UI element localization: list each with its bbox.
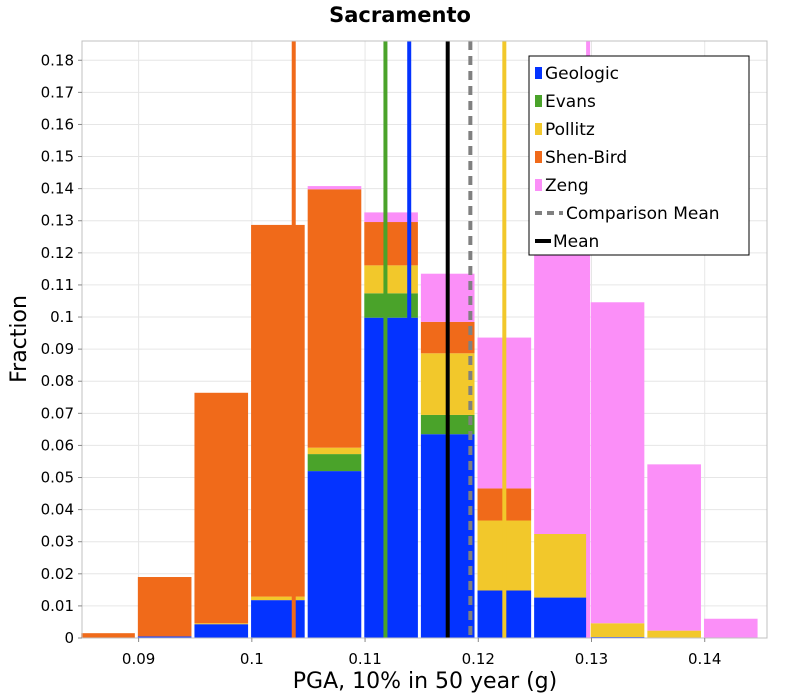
- bar-shen-bird-3: [251, 224, 305, 597]
- bar-zeng-9: [590, 302, 645, 624]
- bar-zeng-5: [364, 212, 418, 223]
- y-tick-label: 0.06: [41, 436, 74, 454]
- y-tick-label: 0: [64, 629, 74, 647]
- y-tick-label: 0.1: [50, 308, 74, 326]
- y-tick-label: 0.05: [41, 469, 74, 487]
- bar-shen-bird-4: [307, 189, 362, 448]
- bar-pollitz-9: [590, 623, 645, 638]
- x-tick-label: 0.14: [688, 650, 721, 668]
- y-axis-label: Fraction: [7, 295, 32, 383]
- bar-shen-bird-1: [137, 577, 192, 637]
- legend-box: [528, 55, 750, 256]
- bar-zeng-10: [647, 464, 701, 631]
- bar-geologic-2: [194, 624, 249, 638]
- y-tick-label: 0.14: [41, 180, 74, 198]
- y-tick-label: 0.13: [41, 212, 74, 230]
- legend-swatch-shen-bird: [535, 151, 542, 163]
- y-tick-label: 0.15: [41, 148, 74, 166]
- legend-label-mean: Mean: [553, 232, 599, 252]
- bar-pollitz-2: [194, 623, 249, 625]
- legend-label-evans: Evans: [545, 92, 596, 112]
- legend-label-zeng: Zeng: [545, 176, 589, 196]
- bar-shen-bird-2: [194, 392, 249, 624]
- bar-zeng-8: [534, 219, 588, 535]
- bar-evans-4: [307, 454, 362, 472]
- y-tick-label: 0.11: [41, 276, 74, 294]
- y-axis-ticks: 0 0.01 0.02 0.03 0.04 0.05 0.06 0.07 0.08 0.09 0.1…: [41, 51, 82, 647]
- legend-swatch-geologic: [535, 67, 542, 79]
- x-tick-label: 0.11: [348, 650, 381, 668]
- bar-pollitz-4: [307, 447, 362, 455]
- y-tick-label: 0.04: [41, 501, 74, 519]
- bar-pollitz-3: [251, 596, 305, 601]
- bar-pollitz-8: [534, 534, 588, 598]
- y-tick-label: 0.08: [41, 372, 74, 390]
- plot-border: [81, 40, 768, 639]
- y-tick-label: 0.16: [41, 115, 74, 133]
- legend-swatch-pollitz: [535, 123, 542, 135]
- bar-geologic-4: [307, 471, 362, 638]
- y-tick-label: 0.18: [41, 51, 74, 69]
- y-tick-label: 0.12: [41, 244, 74, 262]
- y-tick-label: 0.09: [41, 340, 74, 358]
- legend-label-pollitz: Pollitz: [545, 120, 595, 140]
- bar-geologic-8: [534, 597, 588, 638]
- x-tick-label: 0.09: [122, 650, 155, 668]
- bar-geologic-3: [251, 600, 305, 638]
- x-tick-label: 0.1: [240, 650, 264, 668]
- y-tick-label: 0.01: [41, 597, 74, 615]
- y-tick-label: 0.17: [41, 83, 74, 101]
- legend-label-geologic: Geologic: [545, 64, 619, 84]
- legend-swatch-evans: [535, 95, 542, 107]
- y-tick-label: 0.02: [41, 565, 74, 583]
- y-tick-label: 0.03: [41, 533, 74, 551]
- y-tick-label: 0.07: [41, 404, 74, 422]
- chart-title: Sacramento: [329, 3, 471, 27]
- bar-pollitz-10: [647, 630, 701, 638]
- bar-geologic-1: [137, 636, 192, 638]
- x-axis-ticks: 0.09 0.1 0.11 0.12 0.13 0.14: [122, 638, 721, 668]
- x-tick-label: 0.13: [575, 650, 608, 668]
- legend-swatch-zeng: [535, 179, 542, 191]
- x-axis-label: PGA, 10% in 50 year (g): [293, 669, 557, 694]
- bar-shen-bird-0: [81, 633, 135, 638]
- bar-zeng-4: [307, 186, 362, 190]
- x-tick-label: 0.12: [462, 650, 495, 668]
- legend: Geologic Evans Pollitz Shen-Bird Zeng Compari…: [528, 55, 750, 256]
- legend-label-comparison-mean: Comparison Mean: [566, 204, 720, 224]
- legend-label-shen-bird: Shen-Bird: [545, 148, 627, 168]
- bar-zeng-11: [703, 618, 758, 638]
